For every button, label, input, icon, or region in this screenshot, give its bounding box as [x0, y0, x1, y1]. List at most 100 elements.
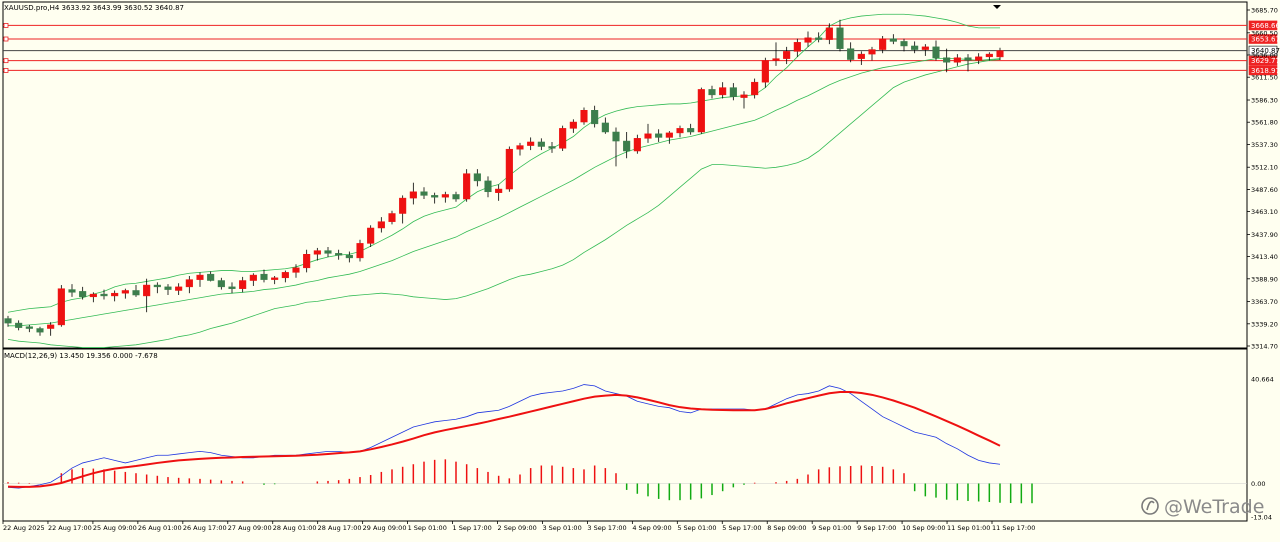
candle: [57, 285, 65, 327]
macd-info-header: MACD(12,26,9) 13.450 19.356 0.000 -7.678: [4, 352, 158, 360]
price-tick-label: 3537.30: [1251, 141, 1278, 149]
price-label-text: 3653.67: [1251, 36, 1280, 44]
candle: [932, 40, 940, 61]
bullish-candle-body: [697, 89, 705, 133]
candle: [537, 138, 545, 151]
bullish-candle-body: [975, 56, 983, 61]
bullish-candle-body: [57, 288, 65, 326]
bullish-candle-body: [121, 290, 129, 294]
bearish-candle-body: [228, 286, 236, 289]
grid-layer: [2, 1, 1248, 522]
candle: [495, 184, 503, 201]
candle: [153, 282, 161, 294]
bearish-candle-body: [708, 89, 716, 96]
price-label-text: 3618.97: [1251, 67, 1280, 75]
candle: [708, 85, 716, 99]
candle: [559, 125, 567, 152]
price-label-box: [1248, 34, 1278, 44]
candle: [889, 34, 897, 45]
level-anchor-handle[interactable]: [3, 58, 9, 64]
bearish-candle-body: [815, 37, 823, 40]
candle: [569, 119, 577, 133]
level-anchor-handle[interactable]: [3, 23, 9, 28]
bearish-candle-body: [431, 195, 439, 198]
level-anchor-handle[interactable]: [3, 68, 9, 73]
bearish-candle-body: [847, 48, 855, 60]
time-tick-label: 25 Aug 09:00: [93, 524, 137, 532]
time-tick-label: 27 Aug 09:00: [228, 524, 272, 532]
time-tick-label: 29 Aug 09:00: [363, 524, 407, 532]
candle: [815, 32, 823, 43]
bearish-candle-body: [79, 291, 87, 298]
time-tick-label: 28 Aug 01:00: [273, 524, 317, 532]
bearish-candle-body: [612, 131, 620, 142]
candle: [164, 284, 172, 296]
candle: [36, 326, 44, 336]
bearish-candle-body: [15, 322, 23, 328]
bearish-candle-body: [420, 191, 428, 196]
bullish-candle-body: [665, 132, 673, 138]
candle: [825, 23, 833, 45]
candle: [644, 123, 652, 143]
candle: [292, 264, 300, 278]
bearish-candle-body: [100, 293, 108, 297]
candle: [303, 249, 311, 273]
bearish-candle-body: [164, 286, 172, 290]
candle: [804, 31, 812, 47]
bollinger-upper-line: [7, 13, 1000, 313]
candle: [591, 105, 599, 128]
level-anchor-handle[interactable]: [3, 36, 9, 42]
bearish-candle-body: [655, 133, 663, 138]
bullish-candle-body: [281, 272, 289, 279]
candle: [100, 289, 108, 300]
candle: [985, 52, 993, 61]
candle: [612, 127, 620, 167]
candle: [388, 210, 396, 225]
bullish-candle-body: [175, 286, 183, 291]
bearish-candle-body: [153, 284, 161, 288]
bullish-candle-body: [249, 274, 257, 281]
bullish-candle-body: [996, 50, 1004, 58]
candle: [911, 41, 919, 54]
candle: [249, 273, 257, 286]
bullish-candle-body: [441, 194, 449, 198]
candle: [47, 322, 55, 336]
bullish-candle-body: [559, 128, 567, 149]
time-tick-label: 5 Sep 17:00: [722, 524, 761, 532]
candle: [964, 54, 972, 72]
price-tick-label: 3660.50: [1251, 29, 1278, 37]
candle: [89, 292, 97, 303]
bullish-candle-body: [505, 148, 513, 190]
bearish-candle-body: [943, 57, 951, 63]
wetrade-logo-icon: [1141, 497, 1159, 515]
shift-marker-icon[interactable]: [993, 5, 1001, 9]
price-tick-label: 3388.90: [1251, 275, 1278, 283]
candle: [719, 82, 727, 99]
price-tick-label: 3611.50: [1251, 74, 1278, 82]
time-tick-label: 1 Sep 01:00: [408, 524, 447, 532]
candle: [921, 44, 929, 56]
bearish-candle-body: [537, 141, 545, 147]
horizontal-levels[interactable]: [3, 23, 1247, 73]
bollinger-lower-line: [7, 59, 1001, 348]
time-tick-label: 3 Sep 01:00: [542, 524, 581, 532]
price-label-box: [1248, 65, 1278, 76]
candle: [601, 117, 609, 134]
time-tick-label: 22 Aug 2025: [3, 524, 45, 532]
bullish-candle-body: [580, 110, 588, 123]
candle: [548, 141, 556, 153]
candle: [175, 283, 183, 296]
candle: [463, 169, 471, 202]
time-tick-label: 28 Aug 17:00: [318, 524, 362, 532]
candle: [772, 42, 780, 66]
bullish-candle-body: [409, 191, 417, 199]
candle: [516, 142, 524, 156]
time-tick-label: 4 Sep 09:00: [632, 524, 671, 532]
bullish-candle-body: [377, 221, 385, 229]
bullish-candle-body: [825, 27, 833, 40]
bullish-candle-body: [356, 243, 364, 259]
axes: 3668.66 3653.67 3640.87 3629.77 3618.97 3685.…: [2, 7, 1280, 532]
price-tick-label: 3463.10: [1251, 208, 1278, 216]
